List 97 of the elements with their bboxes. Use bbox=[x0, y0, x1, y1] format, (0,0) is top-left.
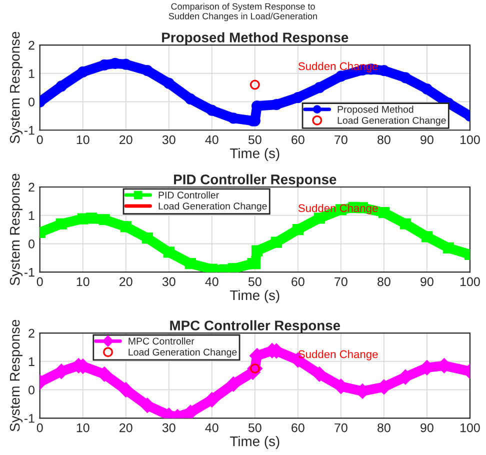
point bbox=[204, 392, 220, 408]
x-tick-label: 50 bbox=[248, 423, 262, 432]
x-tick-label: 40 bbox=[205, 277, 218, 286]
point bbox=[228, 263, 239, 272]
point bbox=[421, 231, 433, 242]
x-tick-label: 80 bbox=[378, 135, 390, 144]
point bbox=[56, 80, 67, 92]
x-tick-label: 50 bbox=[248, 277, 262, 286]
point bbox=[400, 218, 411, 230]
y-tick-label: 0 bbox=[28, 386, 35, 394]
point bbox=[140, 398, 155, 413]
y-tick-label: 1 bbox=[28, 357, 34, 366]
x-tick-label: 10 bbox=[76, 423, 90, 432]
point bbox=[206, 264, 218, 272]
x-tick-label: 0 bbox=[36, 135, 43, 144]
y-tick-label: 0 bbox=[28, 98, 35, 106]
point bbox=[86, 212, 98, 224]
chart-title: PID Controller Response bbox=[174, 174, 336, 188]
point bbox=[98, 214, 110, 226]
point bbox=[250, 80, 260, 90]
y-tick-label: 2 bbox=[28, 40, 34, 50]
point bbox=[270, 236, 282, 248]
point bbox=[442, 242, 454, 254]
point bbox=[292, 92, 304, 104]
x-tick-label: 60 bbox=[292, 423, 304, 432]
point bbox=[142, 65, 153, 76]
x-tick-label: 20 bbox=[120, 277, 132, 286]
x-tick-label: 20 bbox=[120, 423, 132, 432]
x-tick-label: 30 bbox=[162, 277, 176, 286]
point bbox=[184, 93, 196, 104]
y-tick-label: 1 bbox=[28, 211, 34, 220]
point bbox=[120, 221, 132, 232]
point bbox=[184, 258, 196, 270]
point bbox=[314, 82, 325, 94]
y-tick-label: -1 bbox=[24, 126, 34, 135]
legend-label: Proposed Method bbox=[338, 106, 414, 115]
point bbox=[314, 212, 325, 224]
point bbox=[118, 382, 134, 398]
x-tick-label: 40 bbox=[205, 423, 218, 432]
legend-label: Load Generation Change bbox=[338, 116, 446, 126]
annotation: Sudden Change bbox=[298, 350, 378, 360]
point bbox=[250, 364, 260, 374]
y-tick-label: 2 bbox=[28, 182, 34, 192]
legend-label: MPC Controller bbox=[128, 337, 194, 345]
x-tick-label: 50 bbox=[248, 135, 262, 144]
y-tick-label: -1 bbox=[24, 268, 34, 277]
y-tick-label: 0 bbox=[28, 240, 35, 248]
x-tick-label: 80 bbox=[378, 423, 390, 432]
point bbox=[226, 376, 241, 392]
x-tick-label: 60 bbox=[292, 277, 304, 286]
y-axis-title: System Response bbox=[10, 320, 22, 432]
chart-title: Comparison of System Response to Sudden Changes in Load/Generation bbox=[168, 3, 317, 22]
x-tick-label: 0 bbox=[36, 277, 43, 286]
y-tick-label: 2 bbox=[28, 328, 34, 338]
x-tick-label: 100 bbox=[460, 277, 480, 286]
x-tick-label: 90 bbox=[420, 277, 434, 286]
point bbox=[421, 83, 433, 95]
point bbox=[292, 224, 304, 236]
legend-label: Load Generation Change bbox=[128, 348, 237, 358]
x-tick-label: 70 bbox=[334, 423, 348, 432]
point bbox=[378, 206, 390, 218]
x-tick-label: 10 bbox=[76, 135, 90, 144]
point bbox=[206, 104, 218, 116]
y-tick-label: -1 bbox=[24, 414, 34, 423]
x-tick-label: 70 bbox=[334, 277, 348, 286]
point bbox=[56, 218, 67, 230]
point bbox=[312, 366, 327, 382]
x-tick-label: 90 bbox=[420, 135, 434, 144]
y-tick-label: 1 bbox=[28, 69, 34, 78]
point bbox=[252, 245, 263, 256]
x-tick-label: 0 bbox=[36, 423, 43, 432]
point bbox=[400, 72, 411, 84]
x-tick-label: 30 bbox=[162, 423, 176, 432]
x-tick-label: 10 bbox=[76, 277, 90, 286]
x-tick-label: 60 bbox=[292, 135, 304, 144]
x-tick-label: 40 bbox=[205, 135, 218, 144]
x-tick-label: 100 bbox=[460, 135, 480, 144]
x-tick-label: 30 bbox=[162, 135, 176, 144]
x-tick-label: 90 bbox=[420, 423, 434, 432]
chart-title: MPC Controller Response bbox=[170, 320, 340, 334]
legend-label: Load Generation Change bbox=[158, 202, 267, 212]
x-axis-title: Time (s) bbox=[230, 290, 280, 303]
x-tick-label: 70 bbox=[334, 135, 348, 144]
chart-subtitle: Proposed Method Response bbox=[162, 32, 348, 46]
y-axis-title: System Response bbox=[10, 32, 22, 144]
x-tick-label: 20 bbox=[120, 135, 132, 144]
point bbox=[77, 66, 88, 78]
legend-label: PID Controller bbox=[158, 191, 219, 199]
x-axis-title: Time (s) bbox=[230, 148, 280, 161]
point bbox=[142, 232, 153, 244]
y-axis-title: System Response bbox=[10, 174, 22, 286]
annotation: Sudden Change bbox=[298, 204, 378, 214]
x-tick-label: 80 bbox=[378, 277, 390, 286]
point bbox=[163, 246, 174, 258]
x-tick-label: 100 bbox=[460, 423, 480, 432]
x-axis-title: Time (s) bbox=[230, 436, 280, 449]
point bbox=[163, 78, 174, 89]
